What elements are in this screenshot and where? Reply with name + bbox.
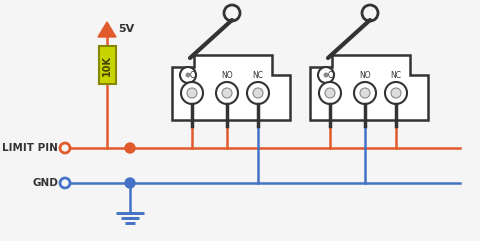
- Text: NO: NO: [359, 71, 371, 80]
- Text: NO: NO: [221, 71, 233, 80]
- Circle shape: [354, 82, 376, 104]
- Text: 10K: 10K: [102, 54, 112, 75]
- Circle shape: [60, 178, 70, 188]
- Circle shape: [324, 73, 328, 78]
- Circle shape: [222, 88, 232, 98]
- Text: C: C: [327, 71, 333, 80]
- Circle shape: [325, 88, 335, 98]
- Circle shape: [185, 73, 191, 78]
- Circle shape: [385, 82, 407, 104]
- Circle shape: [187, 88, 197, 98]
- Circle shape: [391, 88, 401, 98]
- Text: LIMIT PIN: LIMIT PIN: [2, 143, 58, 153]
- Circle shape: [180, 67, 196, 83]
- Polygon shape: [98, 22, 116, 37]
- FancyBboxPatch shape: [98, 46, 116, 84]
- Circle shape: [360, 88, 370, 98]
- Polygon shape: [310, 55, 428, 120]
- Circle shape: [216, 82, 238, 104]
- Text: GND: GND: [32, 178, 58, 188]
- Text: NC: NC: [391, 71, 401, 80]
- Text: 5V: 5V: [118, 24, 134, 34]
- Circle shape: [125, 143, 135, 153]
- Text: C: C: [190, 71, 194, 80]
- Text: NC: NC: [252, 71, 264, 80]
- Circle shape: [253, 88, 263, 98]
- Polygon shape: [172, 55, 290, 120]
- Circle shape: [247, 82, 269, 104]
- Circle shape: [125, 178, 135, 188]
- Circle shape: [318, 67, 334, 83]
- Circle shape: [60, 143, 70, 153]
- Circle shape: [181, 82, 203, 104]
- Circle shape: [319, 82, 341, 104]
